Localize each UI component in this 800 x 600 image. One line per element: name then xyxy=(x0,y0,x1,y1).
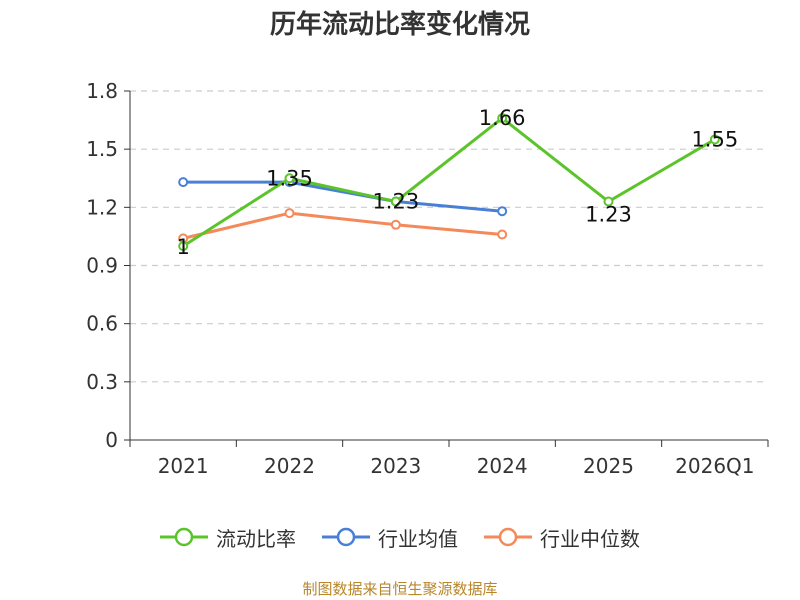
legend: 流动比率 行业均值 行业中位数 xyxy=(0,520,800,554)
series-line xyxy=(182,211,503,240)
data-label: 1.23 xyxy=(372,190,419,214)
series-line xyxy=(183,180,503,213)
data-point[interactable] xyxy=(284,208,295,219)
y-tick-label: 1.8 xyxy=(86,79,118,103)
legend-line-marker-icon xyxy=(160,527,208,547)
legend-line-marker-icon xyxy=(484,527,532,547)
data-point[interactable] xyxy=(497,229,508,240)
x-tick-label: 2026Q1 xyxy=(675,454,754,478)
data-label: 1.66 xyxy=(479,106,526,130)
data-point[interactable] xyxy=(284,173,295,184)
legend-label: 行业中位数 xyxy=(540,526,640,551)
chart-title: 历年流动比率变化情况 xyxy=(269,10,530,40)
data-point[interactable] xyxy=(390,219,401,230)
y-tick-label: 0.3 xyxy=(86,370,118,394)
legend-line-marker-icon xyxy=(322,527,370,547)
data-point[interactable] xyxy=(178,177,189,188)
data-point[interactable] xyxy=(709,134,720,145)
data-label: 1.35 xyxy=(266,166,313,190)
y-tick-label: 0.6 xyxy=(86,312,118,336)
data-label: 1 xyxy=(176,235,189,259)
series-line xyxy=(182,116,716,248)
data-point[interactable] xyxy=(603,196,614,207)
x-tick-label: 2021 xyxy=(158,454,209,478)
x-tick-label: 2023 xyxy=(370,454,421,478)
x-tick-label: 2024 xyxy=(477,454,528,478)
data-label: 1.55 xyxy=(691,127,738,151)
legend-label: 行业均值 xyxy=(378,526,458,551)
data-label: 1.23 xyxy=(585,203,632,227)
y-tick-label: 1.2 xyxy=(86,195,118,219)
legend-item-current-ratio[interactable]: 流动比率 xyxy=(160,523,296,552)
y-tick-label: 0.9 xyxy=(86,254,118,278)
y-tick-label: 0 xyxy=(105,428,118,452)
legend-item-industry-median[interactable]: 行业中位数 xyxy=(484,523,640,552)
data-point[interactable] xyxy=(497,113,508,124)
data-point[interactable] xyxy=(178,241,189,252)
x-tick-label: 2025 xyxy=(583,454,634,478)
data-point[interactable] xyxy=(497,206,508,217)
y-tick-label: 1.5 xyxy=(86,137,118,161)
legend-label: 流动比率 xyxy=(216,526,296,551)
data-point[interactable] xyxy=(390,196,401,207)
legend-item-industry-mean[interactable]: 行业均值 xyxy=(322,523,458,552)
x-tick-label: 2022 xyxy=(264,454,315,478)
data-source-note: 制图数据来自恒生聚源数据库 xyxy=(302,580,498,598)
